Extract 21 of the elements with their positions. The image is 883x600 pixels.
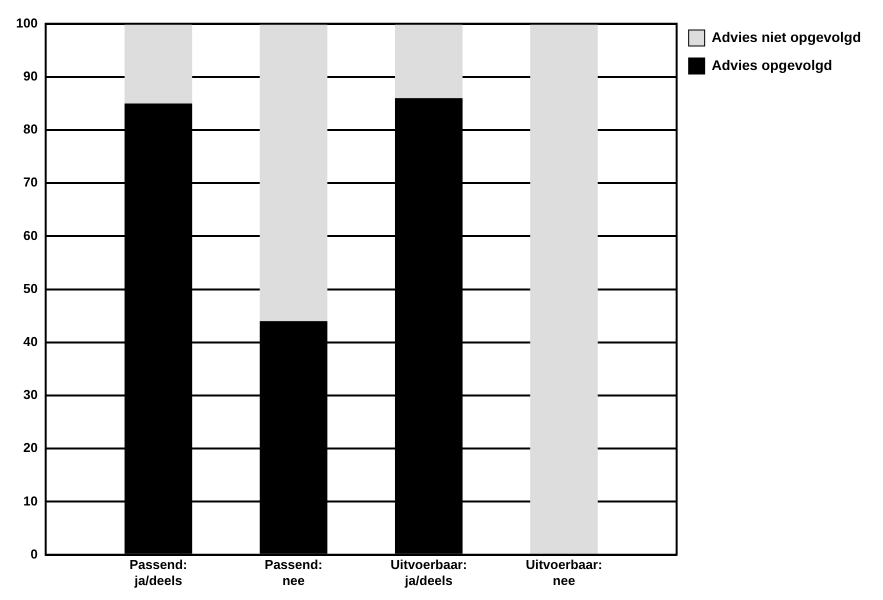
bar — [530, 24, 598, 554]
y-tick-label: 40 — [23, 334, 38, 349]
y-tick-label: 10 — [23, 493, 38, 508]
bar — [124, 24, 192, 104]
y-tick-label: 0 — [30, 546, 38, 562]
x-tick-label: Uitvoerbaar: ja/deels — [390, 557, 468, 588]
x-tick-label: Uitvoerbaar: nee — [526, 557, 602, 588]
x-tick-label: Passend: nee — [264, 557, 322, 588]
legend-label: Advies opgevolgd — [712, 56, 832, 73]
x-tick-label: Passend: ja/deels — [129, 557, 188, 588]
y-tick-label: 60 — [23, 228, 38, 243]
legend-label: Advies niet opgevolgd — [712, 28, 862, 45]
y-tick-label: 70 — [23, 174, 38, 190]
y-tick-label: 90 — [23, 68, 38, 84]
y-tick-label: 100 — [16, 15, 38, 30]
bar — [260, 24, 328, 322]
y-tick-label: 20 — [23, 440, 38, 456]
y-tick-label: 30 — [23, 387, 38, 402]
y-tick-label: 50 — [23, 280, 38, 296]
bar — [394, 24, 463, 98]
y-tick-label: 80 — [23, 122, 38, 137]
